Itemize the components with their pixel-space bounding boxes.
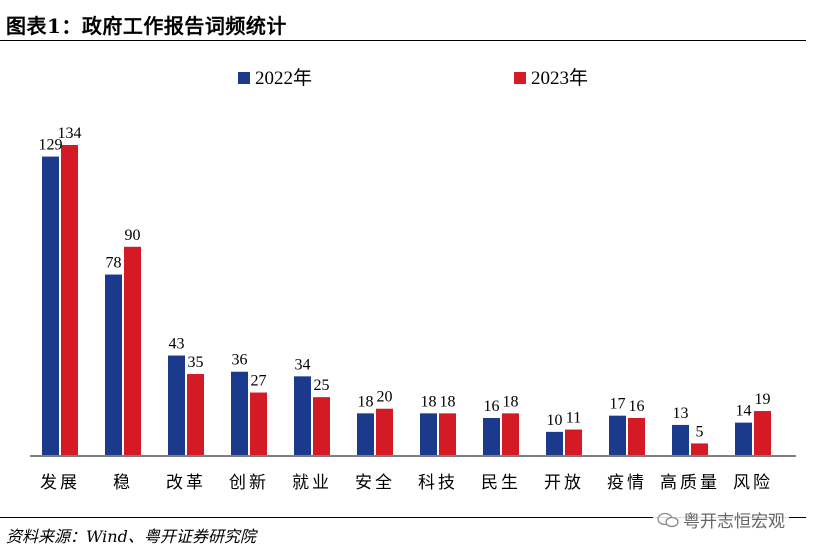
chart-title: 图表1：政府工作报告词频统计 bbox=[6, 14, 287, 38]
value-label-2023-8: 11 bbox=[566, 410, 581, 427]
category-label-7: 民生 bbox=[481, 473, 521, 493]
value-label-2023-3: 27 bbox=[251, 373, 267, 390]
bar-2023-6 bbox=[439, 413, 456, 455]
category-label-9: 疫情 bbox=[607, 473, 647, 493]
category-label-10: 高质量 bbox=[660, 473, 720, 493]
category-labels-group: 发展 稳 改革 创新 就业 安全 科技 民生 开放 疫情 高质量 风险 bbox=[40, 473, 773, 493]
value-label-2023-9: 16 bbox=[629, 398, 645, 415]
value-label-2022-9: 17 bbox=[610, 396, 626, 413]
value-label-2023-2: 35 bbox=[188, 354, 204, 371]
value-label-2023-5: 20 bbox=[377, 389, 393, 406]
category-label-4: 就业 bbox=[292, 473, 332, 493]
wechat-icon bbox=[657, 512, 679, 527]
bar-2023-5 bbox=[376, 408, 393, 455]
category-label-8: 开放 bbox=[544, 473, 584, 493]
category-label-0: 发展 bbox=[40, 473, 80, 493]
bar-2023-0 bbox=[61, 145, 78, 455]
value-label-2022-0: 129 bbox=[39, 137, 63, 154]
bar-2023-1 bbox=[124, 246, 141, 455]
bar-2022-1 bbox=[105, 274, 122, 455]
value-label-2022-8: 10 bbox=[547, 412, 563, 429]
legend: 2022年 2023年 bbox=[238, 67, 588, 89]
value-label-2022-3: 36 bbox=[232, 352, 248, 369]
footer-divider bbox=[0, 517, 806, 518]
bar-2022-2 bbox=[168, 355, 185, 455]
value-label-2023-10: 5 bbox=[696, 423, 704, 440]
bar-2022-6 bbox=[420, 413, 437, 455]
source-note: 资料来源：Wind、粤开证券研究院 bbox=[6, 527, 256, 546]
value-label-2023-1: 90 bbox=[125, 227, 141, 244]
title-divider bbox=[0, 40, 806, 41]
legend-label-2023: 2023年 bbox=[531, 67, 588, 89]
value-label-2022-5: 18 bbox=[358, 393, 374, 410]
category-label-2: 改革 bbox=[166, 473, 206, 493]
category-label-3: 创新 bbox=[229, 473, 269, 493]
legend-label-2022: 2022年 bbox=[255, 67, 312, 89]
bar-2023-2 bbox=[187, 374, 204, 455]
value-label-2023-4: 25 bbox=[314, 377, 330, 394]
value-label-2022-1: 78 bbox=[106, 255, 122, 272]
legend-swatch-2022 bbox=[238, 72, 250, 84]
bar-2022-3 bbox=[231, 371, 248, 455]
value-label-2022-4: 34 bbox=[295, 356, 311, 373]
category-label-1: 稳 bbox=[113, 473, 133, 493]
watermark-text: 粤开志恒宏观 bbox=[683, 512, 785, 532]
bar-2022-11 bbox=[735, 422, 752, 455]
bar-2023-3 bbox=[250, 392, 267, 455]
bar-2023-11 bbox=[754, 411, 771, 455]
category-label-5: 安全 bbox=[355, 473, 395, 493]
bar-2023-9 bbox=[628, 417, 645, 455]
bar-2022-4 bbox=[294, 376, 311, 455]
bar-2023-10 bbox=[691, 443, 708, 455]
bar-2022-10 bbox=[672, 424, 689, 455]
bar-2022-9 bbox=[609, 415, 626, 455]
bar-2023-8 bbox=[565, 429, 582, 455]
category-label-6: 科技 bbox=[418, 473, 458, 493]
bar-2022-5 bbox=[357, 413, 374, 455]
value-label-2022-2: 43 bbox=[169, 336, 185, 353]
value-label-2022-10: 13 bbox=[673, 405, 689, 422]
category-label-11: 风险 bbox=[733, 473, 773, 493]
bar-2022-8 bbox=[546, 431, 563, 455]
watermark: 粤开志恒宏观 bbox=[653, 505, 789, 534]
bars-group bbox=[42, 145, 771, 455]
bar-2022-7 bbox=[483, 417, 500, 455]
bar-2022-0 bbox=[42, 156, 59, 455]
value-label-2023-11: 19 bbox=[755, 391, 771, 408]
bar-2023-4 bbox=[313, 397, 330, 455]
legend-swatch-2023 bbox=[514, 72, 526, 84]
value-label-2022-6: 18 bbox=[421, 393, 437, 410]
value-label-2022-7: 16 bbox=[484, 398, 500, 415]
bar-2023-7 bbox=[502, 413, 519, 455]
value-label-2023-6: 18 bbox=[440, 393, 456, 410]
value-label-2022-11: 14 bbox=[736, 403, 752, 420]
value-label-2023-7: 18 bbox=[503, 393, 519, 410]
value-label-2023-0: 134 bbox=[58, 125, 82, 142]
